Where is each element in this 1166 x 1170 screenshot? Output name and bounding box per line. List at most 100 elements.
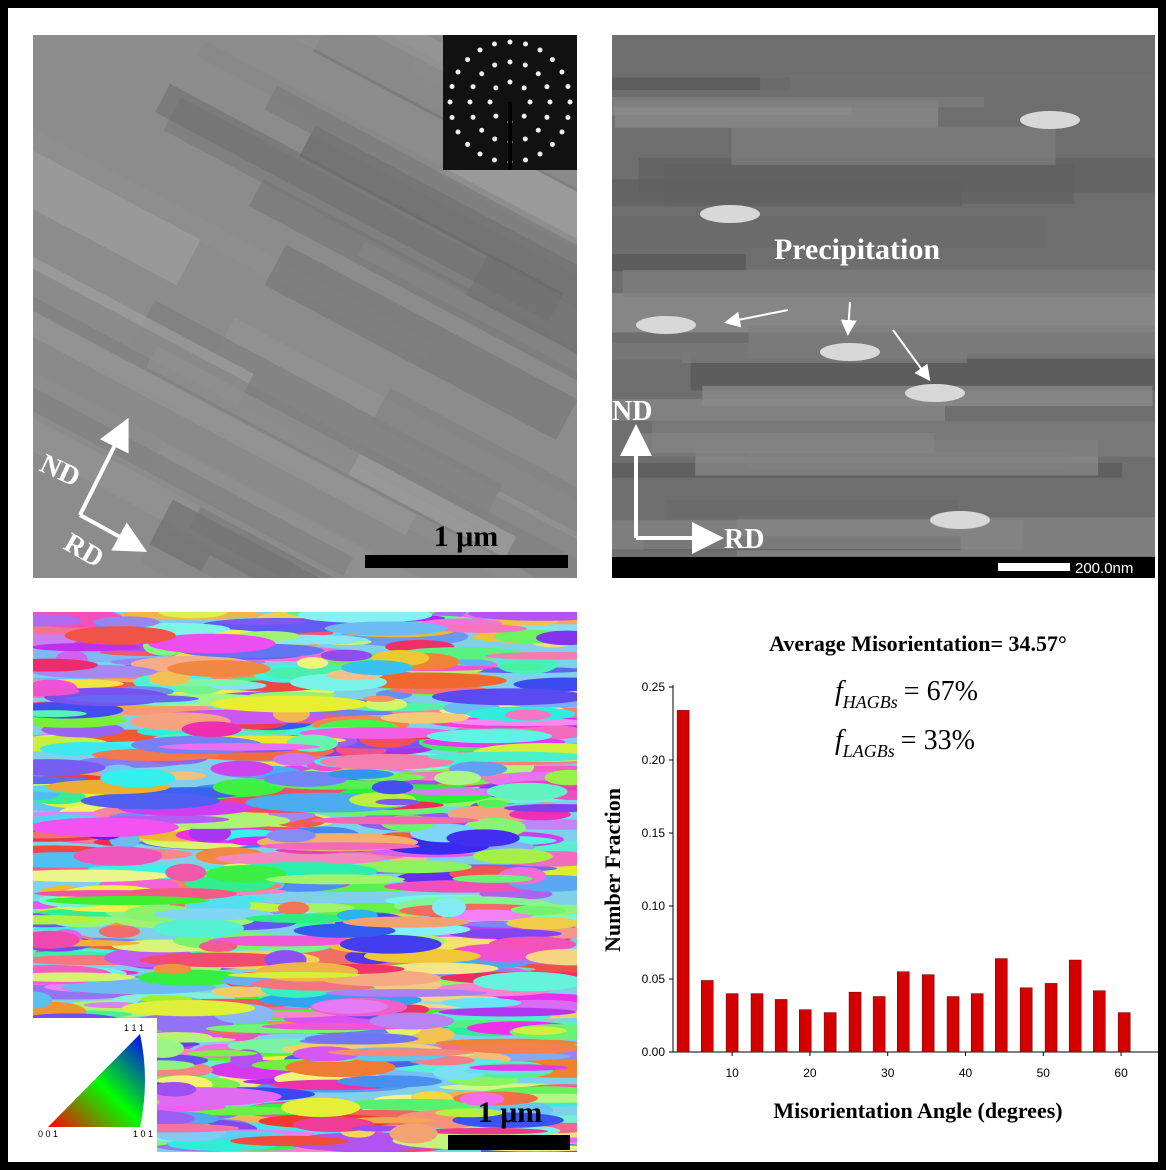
diffraction-spot xyxy=(456,70,461,75)
diffraction-spot xyxy=(488,100,493,105)
bar xyxy=(824,1013,836,1052)
diffraction-spot xyxy=(550,57,555,62)
bar xyxy=(873,997,885,1052)
grain xyxy=(477,800,508,808)
x-tick-label: 50 xyxy=(1037,1066,1051,1080)
diffraction-spot xyxy=(522,114,527,119)
y-tick-label: 0.20 xyxy=(642,753,666,767)
grain xyxy=(273,753,316,766)
y-tick-label: 0.00 xyxy=(642,1045,666,1059)
grain xyxy=(16,992,53,1009)
grain xyxy=(505,709,551,720)
grain xyxy=(99,925,140,938)
grain xyxy=(325,989,487,997)
y-tick-label: 0.10 xyxy=(642,899,666,913)
grain xyxy=(341,660,413,675)
grain xyxy=(434,771,481,785)
grain xyxy=(278,902,310,916)
grain xyxy=(211,986,268,997)
precipitate xyxy=(820,343,880,361)
bar xyxy=(849,992,861,1052)
grain xyxy=(187,1050,258,1056)
grain xyxy=(544,770,594,785)
bar xyxy=(1093,991,1105,1052)
grain xyxy=(46,896,210,905)
annotation-text: = 33% xyxy=(901,725,975,756)
grain xyxy=(473,972,584,991)
grain xyxy=(427,729,553,743)
grain xyxy=(64,695,199,703)
grain xyxy=(2,869,170,882)
grain xyxy=(81,793,220,810)
grain xyxy=(473,849,553,864)
annotation: fHAGBs= 67% xyxy=(835,676,978,712)
info-bar xyxy=(612,557,1155,578)
diffraction-spot xyxy=(568,100,573,105)
grain xyxy=(182,721,242,737)
y-axis-label: Number Fraction xyxy=(600,788,625,952)
grain xyxy=(452,875,532,883)
diffraction-spot xyxy=(471,115,476,120)
scale-bar xyxy=(365,555,568,568)
diffraction-spot xyxy=(559,70,564,75)
grain xyxy=(153,964,192,975)
grain xyxy=(151,1082,196,1097)
diffraction-spot xyxy=(523,42,528,47)
grain xyxy=(372,780,414,794)
bar xyxy=(995,959,1007,1052)
grain xyxy=(18,931,79,949)
grain xyxy=(0,659,98,672)
grain xyxy=(210,761,273,777)
x-tick-label: 30 xyxy=(881,1066,895,1080)
grain xyxy=(432,688,587,705)
rd-label: RD xyxy=(724,524,764,555)
diffraction-spot xyxy=(479,128,484,133)
nd-label: ND xyxy=(612,396,652,427)
grain xyxy=(432,897,466,917)
diffraction-spot xyxy=(478,151,483,156)
annotation: fLAGBs= 33% xyxy=(835,725,975,761)
grain xyxy=(499,664,545,671)
diffraction-spot xyxy=(471,84,476,89)
subscript: HAGBs xyxy=(842,692,898,712)
grain xyxy=(389,1124,437,1144)
grain xyxy=(485,652,622,660)
diffraction-spot xyxy=(548,100,553,105)
y-tick-label: 0.25 xyxy=(642,680,666,694)
diffraction-spot xyxy=(550,142,555,147)
subscript: LAGBs xyxy=(842,741,895,761)
grain xyxy=(438,1008,576,1017)
bar xyxy=(1069,960,1081,1052)
diffraction-spot xyxy=(492,42,497,47)
diffraction-spot xyxy=(456,130,461,135)
annotation: Precipitation xyxy=(774,233,940,266)
grain xyxy=(321,650,372,662)
annotation-text: = 67% xyxy=(904,676,978,707)
ipf-label: 1 0 1 xyxy=(133,1129,153,1139)
diffraction-spot xyxy=(536,128,541,133)
x-axis-label: Misorientation Angle (degrees) xyxy=(773,1098,1062,1123)
grain xyxy=(228,972,361,978)
precipitate xyxy=(636,316,696,334)
grain xyxy=(468,607,615,621)
band xyxy=(623,270,1166,297)
diffraction-spot xyxy=(468,100,473,105)
grain xyxy=(311,816,479,824)
bar xyxy=(677,710,689,1052)
grain xyxy=(327,769,394,779)
band xyxy=(760,75,1155,94)
diffraction-spot xyxy=(493,85,498,90)
diffraction-spot xyxy=(528,100,533,105)
bar xyxy=(947,997,959,1052)
grain xyxy=(28,818,178,837)
grain xyxy=(210,696,368,713)
bar xyxy=(1118,1013,1130,1052)
x-tick-label: 10 xyxy=(725,1066,739,1080)
diffraction-spot xyxy=(523,63,528,68)
band xyxy=(529,343,867,360)
grain xyxy=(513,906,566,915)
annotations: fHAGBs= 67%fLAGBs= 33% xyxy=(835,676,978,761)
x-tick-label: 40 xyxy=(959,1066,973,1080)
figure: 1 μm ND RD Precipitation ND RD 200.0nm 1… xyxy=(0,0,1166,1170)
bar xyxy=(1020,988,1032,1052)
